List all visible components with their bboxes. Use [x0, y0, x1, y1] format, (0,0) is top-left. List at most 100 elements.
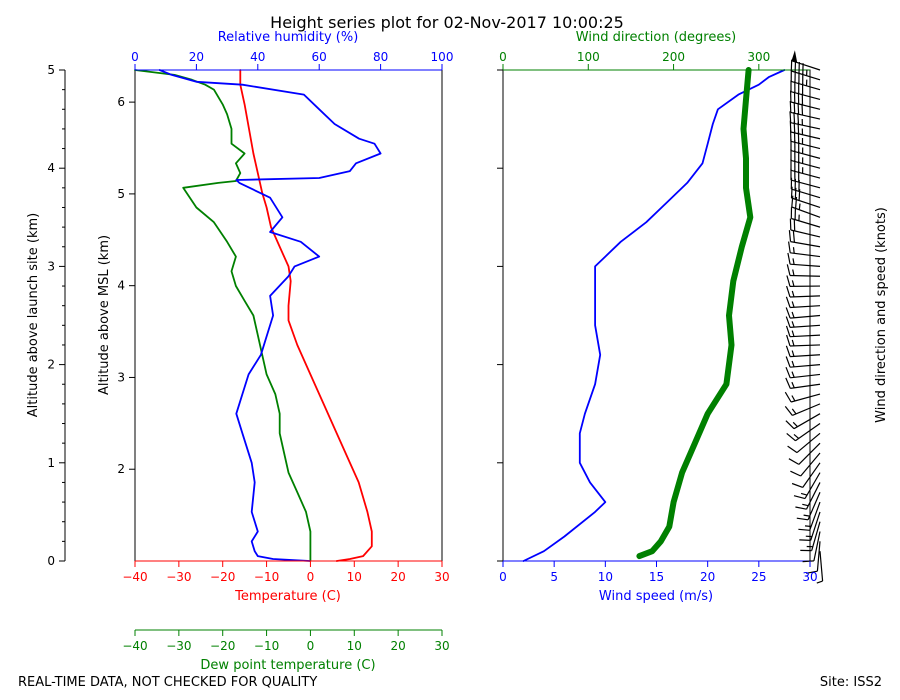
wind-barb-feather: [795, 506, 807, 510]
wind-barb-staff: [790, 324, 821, 328]
agl-tick-label-3: 3: [47, 259, 55, 273]
speed-tick-label-2: 10: [598, 570, 613, 584]
wind-barb-half-feather: [791, 371, 795, 378]
dewpoint-tick-label-2: −20: [210, 639, 235, 653]
dir-axis-label: Wind direction (degrees): [576, 30, 736, 45]
wind-barb-staff: [790, 354, 821, 358]
wind-barb-half-feather: [792, 421, 798, 428]
wind-barb-feather: [791, 482, 804, 488]
dir-tick-label-0: 0: [499, 50, 507, 64]
wind-barb-staff: [790, 393, 821, 403]
dewpoint-tick-label-0: −40: [122, 639, 147, 653]
wind-barb-feather: [789, 111, 792, 123]
wind-barb-feather: [801, 103, 804, 116]
wind-barb-half-feather: [791, 395, 796, 402]
speed-tick-label-4: 20: [700, 570, 715, 584]
wind-barb-staff: [804, 472, 821, 499]
wind-barb-feather: [789, 100, 792, 113]
wind-barb-half-feather: [791, 381, 795, 389]
rh-tick-label-4: 80: [373, 50, 388, 64]
wind-barb-half-feather: [792, 258, 795, 265]
temperature-line: [239, 69, 373, 562]
wind-barb-half-feather: [792, 247, 795, 254]
wind-barb-feather: [792, 230, 795, 243]
wind-barb-feather: [793, 112, 796, 124]
wind-barb-feather: [785, 356, 791, 368]
wind-barb-staff: [791, 206, 821, 218]
wind-barb-feather: [802, 560, 814, 563]
msl-tick-label-0: 2: [117, 462, 125, 476]
wind-barb-feather: [786, 432, 796, 442]
wind-barb-staff: [816, 541, 821, 572]
msl-tick-label-4: 6: [117, 95, 125, 109]
wind-barb-feather: [785, 366, 791, 379]
wind-barb-feather: [785, 377, 791, 389]
wind-barb-staff: [805, 482, 821, 510]
wind-barb-feather: [785, 420, 795, 430]
wind-barb-feather: [793, 495, 806, 500]
dewpoint-tick-label-3: −10: [254, 639, 279, 653]
left-series-group: [134, 69, 382, 562]
agl-tick-label-4: 4: [47, 161, 55, 175]
axis-ticks-group: 0 20 40 60 80 100−40 −30 −20 −10 0 10 20 30−40 −30 −20…: [47, 50, 817, 653]
wind-barb-staff: [796, 432, 821, 454]
wind-barb-staff: [798, 442, 821, 465]
speed-tick-label-6: 30: [802, 570, 817, 584]
wind-barb-half-feather: [791, 330, 795, 337]
wind-barb-feather: [787, 445, 798, 454]
temp-tick-label-6: 20: [391, 570, 406, 584]
wind-barb-half-feather: [791, 360, 795, 368]
wind-barb-half-feather: [791, 408, 797, 415]
dir-tick-label-3: 300: [747, 50, 770, 64]
wind-barb-staff: [819, 551, 824, 582]
wind-barb-feather: [785, 325, 791, 337]
agl-tick-label-5: 5: [47, 63, 55, 77]
msl-tick-label-1: 3: [117, 370, 125, 384]
rh-tick-label-2: 40: [250, 50, 265, 64]
chart-title: Height series plot for 02-Nov-2017 10:00…: [270, 13, 624, 32]
temp-tick-label-1: −30: [166, 570, 191, 584]
wind-barb-half-feather: [792, 269, 795, 276]
wind-barb-staff: [813, 531, 821, 562]
temp-tick-label-0: −40: [122, 570, 147, 584]
wind-barb-half-feather: [803, 514, 810, 517]
wind-barb-staff: [790, 101, 821, 110]
temp-tick-label-4: 0: [307, 570, 315, 584]
wind-barb-feather: [788, 458, 800, 465]
wind-barb-half-feather: [802, 503, 809, 507]
rh-tick-label-5: 100: [431, 50, 454, 64]
wind-barb-feather: [790, 186, 793, 199]
wind-barb-feather: [806, 570, 818, 574]
dewpoint-tick-label-7: 30: [434, 639, 449, 653]
wind-barb-feather: [791, 195, 794, 208]
agl-tick-label-0: 0: [47, 554, 55, 568]
wind-barb-staff: [791, 217, 821, 228]
wind-barb-staff: [790, 263, 821, 267]
temp-tick-label-3: −10: [254, 570, 279, 584]
wind-barb-feather: [799, 539, 811, 541]
wind-barb-staff: [795, 423, 821, 442]
wind-barb-staff: [811, 521, 821, 551]
wind-barb-half-feather: [791, 350, 795, 357]
wind-barb-half-feather: [800, 492, 808, 496]
wind-barb-staff: [790, 364, 821, 368]
temp-tick-label-5: 10: [347, 570, 362, 584]
wind-barb-feather: [785, 316, 791, 328]
wind-barb-feather: [786, 334, 791, 347]
temp-tick-label-7: 30: [434, 570, 449, 584]
wind-barb-half-feather: [791, 311, 795, 318]
wind-barb-half-feather: [798, 203, 801, 210]
wind-barb-half-feather: [804, 525, 812, 528]
dewpoint-tick-label-5: 10: [347, 639, 362, 653]
wind-barbs-group: [784, 50, 824, 584]
wind-barb-pennant: [791, 50, 798, 63]
wind-direction-line: [636, 67, 754, 560]
wind-barb-staff: [791, 197, 821, 209]
agl-tick-label-2: 2: [47, 358, 55, 372]
wind-barb-half-feather: [816, 580, 823, 584]
wind-barb-staff: [790, 241, 821, 248]
dewpoint-axis-label: Dew point temperature (C): [200, 658, 375, 673]
dir-tick-label-1: 100: [577, 50, 600, 64]
wind-barb-feather: [794, 187, 797, 200]
wind-barb-staff: [790, 169, 821, 179]
